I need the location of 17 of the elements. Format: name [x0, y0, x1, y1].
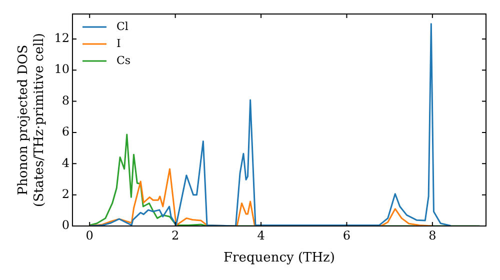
- y-tick-label: 10: [54, 62, 70, 76]
- x-tick-label: 0: [86, 228, 94, 242]
- x-tick-label: 4: [257, 228, 266, 242]
- x-tick-label: 6: [342, 228, 351, 242]
- y-axis-title: Phonon projected DOS (States/THz·primitive cell): [16, 32, 47, 208]
- legend-label: Cl: [116, 20, 129, 33]
- legend-label: I: [116, 36, 121, 50]
- x-axis-title: Frequency (THz): [224, 250, 335, 266]
- x-tick-label: 8: [428, 228, 436, 242]
- y-tick-label: 4: [62, 156, 70, 170]
- y-tick-label: 12: [54, 31, 70, 46]
- legend-label: Cs: [116, 54, 131, 67]
- y-tick-label: 6: [62, 124, 70, 139]
- y-tick-label: 8: [62, 93, 70, 108]
- y-tick-label: 0: [62, 218, 70, 232]
- x-tick-label: 2: [171, 228, 180, 242]
- y-tick-label: 2: [62, 186, 70, 201]
